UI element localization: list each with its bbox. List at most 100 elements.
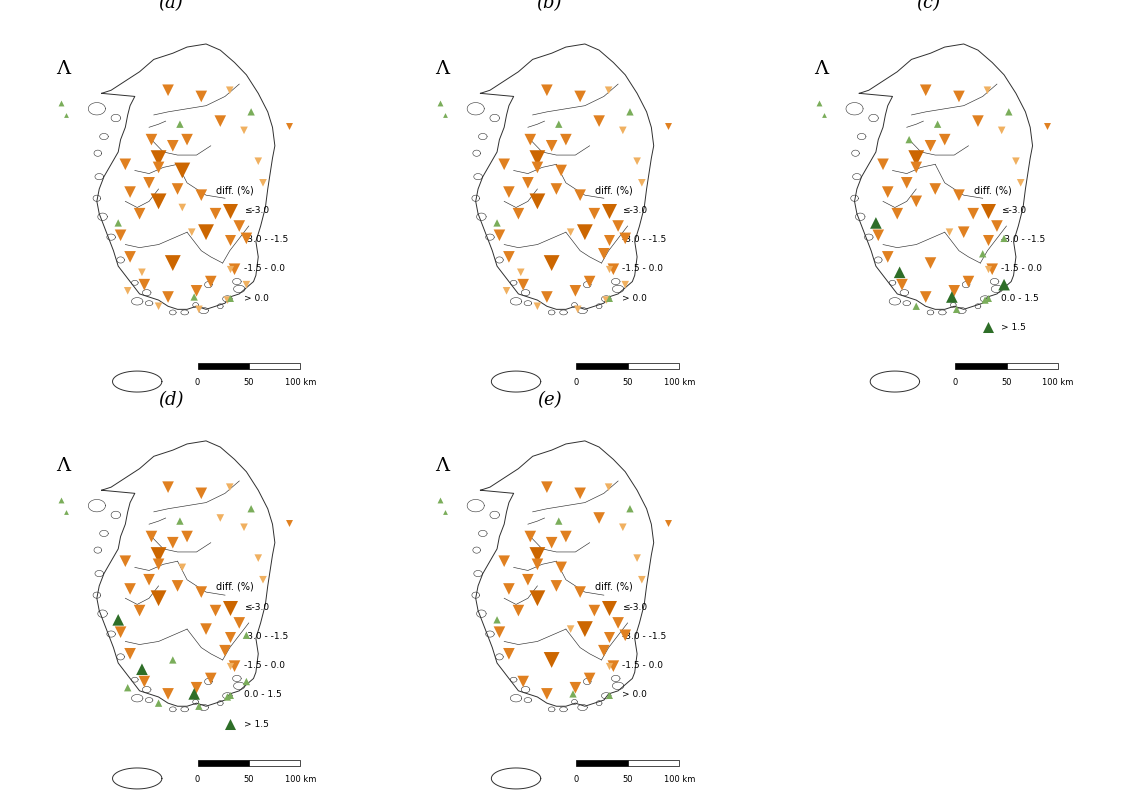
Text: 0: 0 [195, 774, 200, 784]
Point [149, 195, 168, 208]
Point [947, 303, 965, 316]
Point [178, 133, 196, 146]
Point [571, 90, 589, 103]
Point [238, 675, 256, 688]
Point [242, 502, 261, 515]
Point [512, 266, 530, 279]
Point [608, 220, 627, 232]
Point [898, 177, 916, 190]
Point [964, 207, 983, 220]
Point [814, 109, 832, 122]
Point [430, 493, 449, 506]
Point [878, 250, 897, 263]
Point [280, 120, 298, 133]
Text: Λ: Λ [435, 60, 450, 78]
Text: -3.0 - -1.5: -3.0 - -1.5 [243, 632, 288, 642]
Text: (c): (c) [916, 0, 940, 12]
Point [874, 158, 892, 171]
Point [528, 300, 546, 313]
Point [121, 647, 139, 660]
Point [211, 115, 230, 128]
Point [164, 257, 183, 270]
Point [978, 83, 996, 96]
Point [173, 201, 192, 214]
Text: > 1.5: > 1.5 [243, 719, 269, 729]
Point [158, 688, 177, 701]
Point [280, 517, 298, 530]
Point [149, 592, 168, 605]
Point [230, 220, 248, 232]
Point [116, 158, 134, 171]
Point [171, 117, 189, 130]
Text: 0: 0 [574, 377, 579, 387]
Point [993, 124, 1011, 137]
Point [528, 558, 546, 571]
Point [435, 109, 453, 122]
Point [599, 480, 618, 493]
Point [510, 207, 528, 220]
Point [552, 164, 571, 177]
Point [149, 548, 168, 561]
Point [581, 275, 599, 288]
Point [537, 480, 556, 493]
Point [614, 124, 633, 137]
Point [238, 232, 256, 245]
Point [945, 284, 963, 297]
Point [907, 195, 925, 208]
Point [889, 207, 907, 220]
Point [1011, 177, 1030, 190]
Point [590, 115, 608, 128]
Point [514, 675, 533, 688]
Point [893, 278, 912, 291]
Point [220, 480, 239, 493]
Point [926, 182, 945, 195]
Point [185, 688, 203, 701]
Point [164, 139, 183, 152]
Point [616, 232, 635, 245]
Point [242, 105, 261, 118]
Point [218, 690, 236, 703]
Point [564, 688, 582, 701]
Point [566, 284, 584, 297]
Point [187, 681, 205, 694]
Point [192, 189, 210, 202]
Point [633, 573, 651, 586]
Point [196, 623, 215, 636]
Point [995, 232, 1014, 245]
Point [118, 284, 137, 297]
Point [891, 266, 909, 279]
Point [929, 117, 947, 130]
Text: > 0.0: > 0.0 [243, 293, 269, 303]
Point [185, 291, 203, 304]
Point [514, 278, 533, 291]
Point [149, 697, 168, 710]
Point [488, 216, 506, 229]
Point [571, 487, 589, 500]
Text: > 1.5: > 1.5 [1001, 322, 1026, 332]
Point [133, 663, 152, 676]
Point [585, 604, 604, 617]
Point [149, 558, 168, 571]
Point [548, 182, 566, 195]
Text: ≤-3.0: ≤-3.0 [622, 603, 647, 612]
Text: 0: 0 [574, 774, 579, 784]
Point [907, 161, 925, 174]
Text: diff. (%): diff. (%) [217, 582, 254, 592]
Point [597, 293, 615, 306]
Point [552, 561, 571, 573]
Point [230, 616, 248, 629]
Point [936, 133, 954, 146]
Point [604, 262, 622, 275]
Point [488, 613, 506, 626]
Point [628, 552, 646, 565]
Point [490, 228, 509, 241]
Point [550, 514, 568, 527]
Point [543, 257, 561, 270]
Point [225, 659, 243, 672]
Text: 50: 50 [243, 774, 254, 784]
Point [499, 582, 518, 595]
Point [111, 228, 130, 241]
Text: -3.0 - -1.5: -3.0 - -1.5 [622, 632, 667, 642]
Bar [628, 760, 680, 766]
Point [52, 96, 70, 109]
